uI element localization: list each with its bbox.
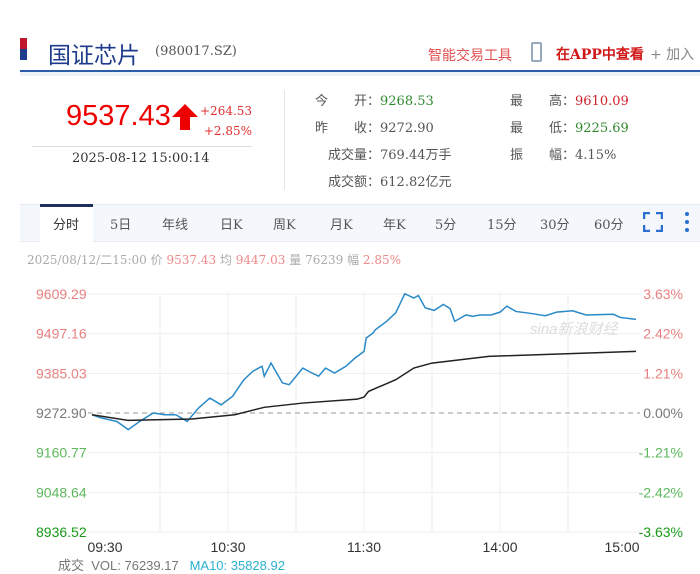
up-arrow-icon bbox=[172, 104, 198, 130]
stat-low: 最 低：9225.69 bbox=[510, 121, 629, 136]
tab-10[interactable]: 60分 bbox=[594, 218, 624, 233]
smart-trading-tools-link[interactable]: 智能交易工具 bbox=[428, 48, 512, 64]
y-tick-label: 9048.64 bbox=[36, 484, 87, 500]
index-code: (980017.SZ) bbox=[155, 44, 237, 59]
volume-value: VOL: 76239.17 bbox=[91, 558, 179, 573]
y-tick-label: 8936.52 bbox=[36, 524, 87, 540]
brand-flag bbox=[20, 38, 27, 60]
chart-tabs bbox=[20, 204, 700, 242]
y-tick-label: 9609.29 bbox=[36, 286, 87, 302]
y-pct-tick-label: -2.42% bbox=[639, 484, 683, 500]
active-tab-bg bbox=[40, 204, 93, 243]
tab-7[interactable]: 5分 bbox=[435, 218, 457, 233]
y-tick-label: 9385.03 bbox=[36, 365, 87, 381]
tab-6[interactable]: 年K bbox=[383, 218, 406, 233]
y-pct-tick-label: 2.42% bbox=[643, 326, 683, 342]
price-line bbox=[91, 292, 637, 431]
y-pct-tick-label: 3.63% bbox=[643, 286, 683, 302]
tab-0[interactable]: 分时 bbox=[53, 218, 80, 233]
y-tick-label: 9497.16 bbox=[36, 326, 87, 342]
stat-open: 今 开：9268.53 bbox=[315, 94, 434, 109]
x-tick-label: 15:00 bbox=[604, 539, 639, 555]
divider bbox=[32, 146, 252, 147]
view-in-app-link[interactable]: 在APP中查看 bbox=[556, 47, 644, 63]
y-tick-label: 9160.77 bbox=[36, 445, 87, 461]
price-change: +264.53 +2.85% bbox=[200, 101, 252, 141]
fullscreen-icon[interactable] bbox=[643, 212, 663, 232]
change-value: +264.53 bbox=[200, 104, 253, 118]
tab-1[interactable]: 5日 bbox=[110, 218, 132, 233]
x-tick-label: 10:30 bbox=[210, 539, 245, 555]
stat-volume: 成交量：769.44万手 bbox=[328, 148, 452, 163]
y-tick-label: 9272.90 bbox=[36, 405, 87, 421]
header-shadow bbox=[20, 72, 700, 76]
tab-2[interactable]: 年线 bbox=[162, 218, 189, 233]
phone-icon bbox=[531, 42, 542, 62]
tab-3[interactable]: 日K bbox=[220, 218, 243, 233]
tab-4[interactable]: 周K bbox=[273, 218, 296, 233]
x-tick-label: 09:30 bbox=[87, 539, 122, 555]
volume-label: 成交 bbox=[58, 558, 85, 573]
watermark-logo: sina新浪财经 bbox=[530, 321, 620, 338]
x-tick-label: 14:00 bbox=[482, 539, 517, 555]
intraday-chart[interactable]: 9609.29 3.63% 9497.16 2.42% 9385.03 1.21% 9272… bbox=[0, 270, 700, 555]
current-price: 9537.43 bbox=[66, 100, 171, 132]
tab-5[interactable]: 月K bbox=[330, 218, 353, 233]
tab-9[interactable]: 30分 bbox=[540, 218, 570, 233]
divider bbox=[284, 90, 285, 190]
y-pct-tick-label: -3.63% bbox=[639, 524, 683, 540]
stat-prev-close: 昨 收：9272.90 bbox=[315, 121, 434, 136]
more-icon[interactable] bbox=[683, 211, 691, 233]
ma10-value: MA10: 35828.92 bbox=[189, 558, 285, 573]
y-pct-tick-label: 1.21% bbox=[643, 365, 683, 381]
header-divider bbox=[20, 70, 700, 72]
stat-high: 最 高：9610.09 bbox=[510, 94, 629, 109]
quote-time: 2025-08-12 15:00:14 bbox=[72, 151, 210, 166]
volume-legend: 成交 VOL: 76239.17 MA10: 35828.92 bbox=[58, 555, 285, 574]
add-watchlist-button[interactable]: + 加入 bbox=[650, 47, 695, 63]
y-pct-tick-label: 0.00% bbox=[643, 405, 683, 421]
crosshair-info: 2025/08/12/二15:00 价 9537.43 均 9447.03 量 … bbox=[27, 253, 402, 267]
change-percent: +2.85% bbox=[203, 124, 252, 138]
index-title: 国证芯片 bbox=[48, 43, 140, 69]
tab-8[interactable]: 15分 bbox=[487, 218, 517, 233]
x-tick-label: 11:30 bbox=[347, 539, 381, 555]
stat-amplitude: 振 幅：4.15% bbox=[510, 148, 617, 163]
average-price-line bbox=[91, 350, 637, 422]
y-pct-tick-label: -1.21% bbox=[639, 445, 683, 461]
stat-turnover: 成交额：612.82亿元 bbox=[328, 175, 452, 190]
